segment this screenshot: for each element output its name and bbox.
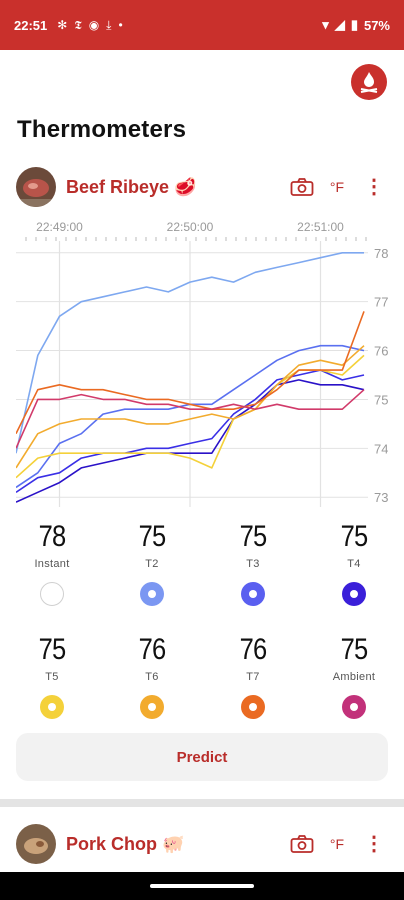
home-handle[interactable]: [150, 884, 254, 888]
reading-instant[interactable]: 78 Instant: [12, 520, 92, 606]
x-tick-label: 22:51:00: [297, 220, 344, 234]
reading-value: 75: [38, 633, 67, 666]
reading-value: 75: [340, 520, 369, 553]
probe-color-dot: [40, 695, 64, 719]
temperature-chart: 78 77 76 75 74 73 22:49:00 22:50:00 22:51:00: [16, 220, 388, 507]
reading-label: T7: [246, 671, 260, 683]
y-tick-label: 75: [374, 392, 388, 407]
notification-icons: ✻ 𝕿 ◉ ⤓ •: [57, 18, 122, 33]
reading-label: Ambient: [332, 671, 376, 683]
reading-value: 75: [138, 520, 167, 553]
avatar: [16, 824, 56, 864]
more-options-icon[interactable]: ⋮: [364, 176, 384, 198]
status-time: 22:51: [14, 17, 48, 33]
y-tick-label: 76: [374, 344, 388, 359]
more-options-icon[interactable]: ⋮: [364, 833, 384, 855]
probe-color-dot: [241, 582, 265, 606]
battery-percent: 57%: [363, 17, 390, 33]
dot-icon: •: [118, 18, 123, 32]
series-line: [16, 379, 365, 503]
y-tick-label: 77: [374, 295, 388, 310]
campfire-icon: [360, 72, 378, 93]
reading-value: 75: [340, 633, 369, 666]
device-name[interactable]: Pork Chop 🐖: [66, 833, 185, 854]
camera-icon[interactable]: [290, 177, 314, 197]
reading-label: T3: [246, 558, 260, 570]
app-logo-icon[interactable]: [351, 64, 387, 100]
wifi-icon: ▾: [322, 17, 329, 32]
camera-icon[interactable]: [290, 834, 314, 854]
series-line: [16, 369, 365, 493]
device-header-beef: Beef Ribeye 🥩 °F ⋮: [16, 166, 388, 208]
device-header-pork: Pork Chop 🐖 °F ⋮: [16, 823, 388, 865]
device-name[interactable]: Beef Ribeye 🥩: [66, 176, 197, 197]
probe-color-dot: [342, 695, 366, 719]
reading-label: T5: [45, 671, 59, 683]
reading-t7[interactable]: 76 T7: [213, 633, 293, 719]
reading-t6[interactable]: 76 T6: [112, 633, 192, 719]
reading-value: 75: [239, 520, 268, 553]
nytimes-icon: 𝕿: [74, 17, 82, 32]
page-title: Thermometers: [17, 116, 187, 143]
x-tick-label: 22:50:00: [167, 220, 214, 234]
download-icon: ⤓: [106, 17, 112, 32]
avatar: [16, 167, 56, 207]
reading-label: T2: [145, 558, 159, 570]
reading-t5[interactable]: 75 T5: [12, 633, 92, 719]
y-tick-label: 74: [374, 441, 388, 456]
x-tick-label: 22:49:00: [36, 220, 83, 234]
battery-icon: ▮: [350, 17, 358, 32]
reading-value: 76: [239, 633, 268, 666]
record-icon: ◉: [88, 18, 100, 32]
reading-t3[interactable]: 75 T3: [213, 520, 293, 606]
status-bar: 22:51 ✻ 𝕿 ◉ ⤓ • ▾ ◢ ▮ 57%: [0, 0, 404, 50]
probe-color-dot: [40, 582, 64, 606]
probe-color-dot: [241, 695, 265, 719]
signal-icon: ◢: [334, 17, 345, 32]
reading-label: Instant: [34, 558, 70, 570]
reading-label: T4: [347, 558, 361, 570]
unit-toggle[interactable]: °F: [329, 836, 344, 852]
predict-button[interactable]: Predict: [16, 733, 388, 781]
section-divider: [0, 799, 404, 807]
reading-ambient[interactable]: 75 Ambient: [314, 633, 394, 719]
reading-label: T6: [145, 671, 159, 683]
fan-icon: ✻: [57, 18, 68, 32]
y-tick-label: 73: [374, 490, 388, 505]
series-line: [16, 251, 364, 454]
series-line: [16, 389, 365, 449]
probe-color-dot: [140, 582, 164, 606]
unit-toggle[interactable]: °F: [329, 179, 344, 195]
reading-t2[interactable]: 75 T2: [112, 520, 192, 606]
reading-t4[interactable]: 75 T4: [314, 520, 394, 606]
probe-color-dot: [342, 582, 366, 606]
reading-value: 76: [138, 633, 167, 666]
y-tick-label: 78: [374, 246, 388, 261]
probe-color-dot: [140, 695, 164, 719]
series-line: [16, 345, 365, 469]
series-line: [16, 311, 365, 435]
reading-value: 78: [38, 520, 67, 553]
